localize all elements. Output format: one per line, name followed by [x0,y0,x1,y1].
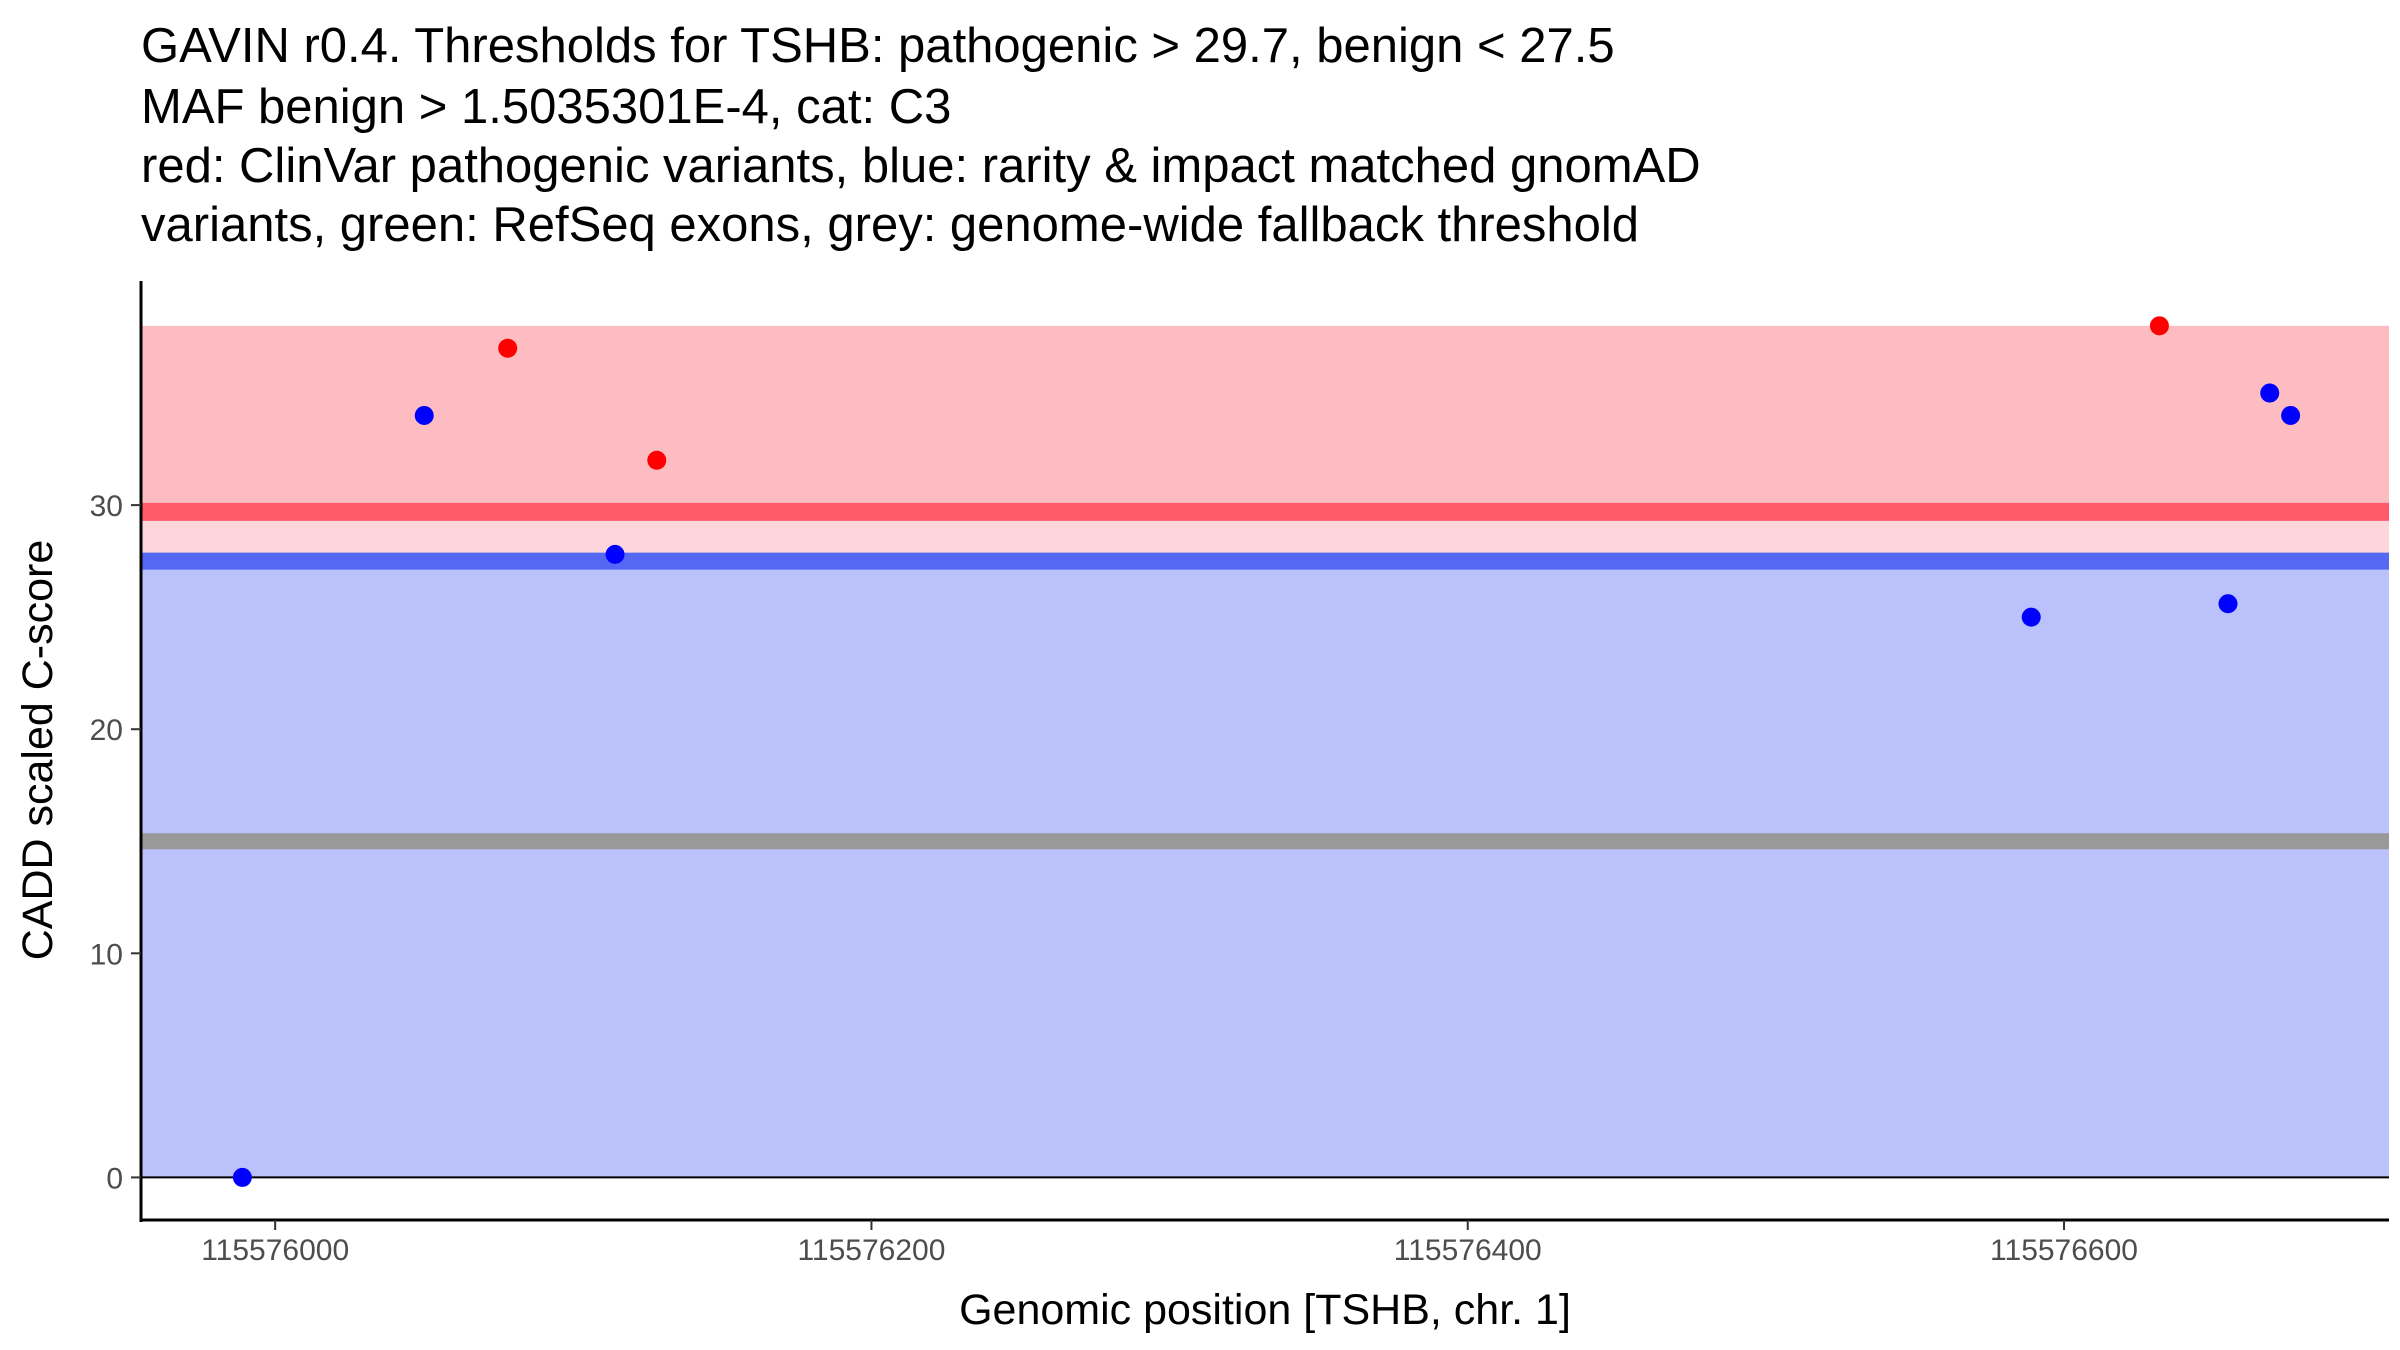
threshold-regions [141,325,2389,1178]
x-tick-label: 115576600 [1990,1234,2138,1267]
title-line-3: red: ClinVar pathogenic variants, blue: … [141,139,1701,193]
benign-point-0 [232,1167,252,1187]
data-points [232,316,2301,1187]
y-tick-label: 20 [90,714,123,747]
y-tick-label: 30 [90,490,123,523]
pathogenic-point-2 [2149,316,2169,336]
title-line-1: GAVIN r0.4. Thresholds for TSHB: pathoge… [141,19,1615,73]
x-tick-label: 115576400 [1394,1234,1542,1267]
x-tick-label: 115576000 [201,1234,349,1267]
x-axis-title: Genomic position [TSHB, chr. 1] [959,1286,1571,1334]
benign-point-2 [605,544,625,564]
title-line-2: MAF benign > 1.5035301E-4, cat: C3 [141,80,951,134]
pathogenic-region [141,325,2389,512]
benign-region [141,561,2389,1178]
chart-title: GAVIN r0.4. Thresholds for TSHB: pathoge… [141,19,1701,252]
benign-point-4 [2218,594,2238,614]
threshold-lines [141,502,2389,1179]
pathogenic-point-0 [498,338,518,358]
axes: 115576000 115576200 115576400 115576600 0 10 2… [90,281,2389,1267]
x-tick-label: 115576200 [797,1234,945,1267]
benign-point-6 [2281,405,2301,425]
y-tick-label: 0 [106,1162,123,1195]
benign-point-5 [2260,383,2280,403]
pathogenic-point-1 [647,450,667,470]
benign-point-3 [2021,607,2041,627]
title-line-4: variants, green: RefSeq exons, grey: gen… [141,198,1639,252]
benign-point-1 [414,405,434,425]
y-axis-title: CADD scaled C-score [14,540,62,961]
y-tick-label: 10 [90,938,123,971]
